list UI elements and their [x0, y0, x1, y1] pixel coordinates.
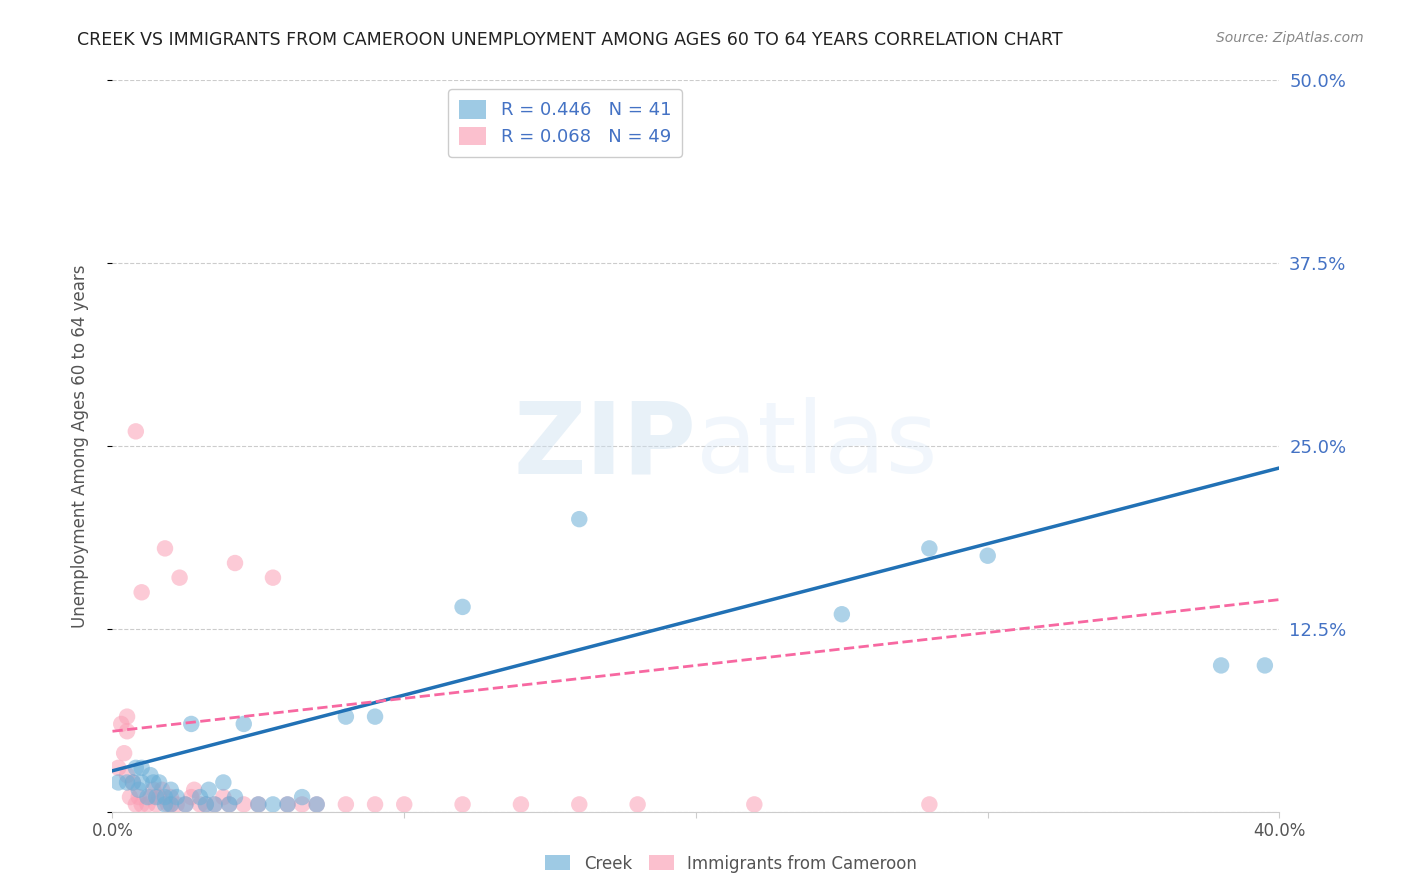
- Point: [305, 797, 328, 812]
- Point: [112, 746, 135, 760]
- Point: [174, 797, 197, 812]
- Point: [136, 797, 159, 812]
- Point: [139, 790, 162, 805]
- Point: [125, 761, 148, 775]
- Point: [118, 790, 141, 805]
- Point: [194, 797, 217, 812]
- Point: [188, 797, 211, 812]
- Point: [291, 797, 314, 812]
- Point: [276, 797, 298, 812]
- Point: [160, 790, 183, 805]
- Point: [131, 797, 153, 812]
- Point: [568, 797, 591, 812]
- Point: [122, 775, 145, 789]
- Point: [125, 425, 148, 439]
- Point: [247, 797, 270, 812]
- Point: [174, 797, 197, 812]
- Point: [107, 775, 129, 789]
- Point: [1254, 658, 1277, 673]
- Point: [918, 797, 941, 812]
- Point: [335, 797, 357, 812]
- Point: [166, 790, 188, 805]
- Point: [183, 782, 205, 797]
- Point: [153, 541, 176, 556]
- Point: [148, 775, 170, 789]
- Point: [509, 797, 531, 812]
- Point: [364, 797, 387, 812]
- Point: [128, 782, 150, 797]
- Point: [115, 775, 138, 789]
- Point: [153, 790, 176, 805]
- Point: [169, 571, 191, 585]
- Legend: Creek, Immigrants from Cameroon: Creek, Immigrants from Cameroon: [538, 848, 924, 880]
- Point: [742, 797, 765, 812]
- Point: [224, 556, 246, 570]
- Point: [212, 790, 235, 805]
- Point: [150, 782, 173, 797]
- Point: [180, 790, 202, 805]
- Point: [1209, 658, 1232, 673]
- Point: [335, 709, 357, 723]
- Point: [115, 768, 138, 782]
- Point: [247, 797, 270, 812]
- Point: [232, 717, 254, 731]
- Point: [142, 775, 165, 789]
- Point: [160, 797, 183, 812]
- Point: [976, 549, 998, 563]
- Point: [131, 585, 153, 599]
- Point: [188, 790, 211, 805]
- Point: [136, 790, 159, 805]
- Point: [262, 571, 284, 585]
- Text: atlas: atlas: [696, 398, 938, 494]
- Point: [204, 797, 226, 812]
- Point: [232, 797, 254, 812]
- Point: [145, 790, 167, 805]
- Point: [568, 512, 591, 526]
- Point: [291, 790, 314, 805]
- Point: [115, 724, 138, 739]
- Point: [212, 775, 235, 789]
- Point: [131, 775, 153, 789]
- Point: [110, 717, 132, 731]
- Point: [451, 797, 474, 812]
- Point: [145, 797, 167, 812]
- Point: [204, 797, 226, 812]
- Point: [276, 797, 298, 812]
- Point: [139, 768, 162, 782]
- Text: CREEK VS IMMIGRANTS FROM CAMEROON UNEMPLOYMENT AMONG AGES 60 TO 64 YEARS CORRELA: CREEK VS IMMIGRANTS FROM CAMEROON UNEMPL…: [77, 31, 1063, 49]
- Point: [122, 775, 145, 789]
- Point: [160, 797, 183, 812]
- Point: [224, 790, 246, 805]
- Point: [148, 790, 170, 805]
- Point: [153, 797, 176, 812]
- Point: [156, 797, 179, 812]
- Point: [131, 761, 153, 775]
- Legend: R = 0.446   N = 41, R = 0.068   N = 49: R = 0.446 N = 41, R = 0.068 N = 49: [449, 89, 682, 157]
- Point: [128, 790, 150, 805]
- Point: [194, 797, 217, 812]
- Point: [918, 541, 941, 556]
- Point: [125, 797, 148, 812]
- Point: [394, 797, 416, 812]
- Point: [364, 709, 387, 723]
- Point: [197, 782, 219, 797]
- Point: [107, 761, 129, 775]
- Point: [142, 782, 165, 797]
- Point: [218, 797, 240, 812]
- Point: [166, 797, 188, 812]
- Text: ZIP: ZIP: [513, 398, 696, 494]
- Point: [451, 599, 474, 614]
- Point: [180, 717, 202, 731]
- Point: [305, 797, 328, 812]
- Point: [831, 607, 853, 622]
- Point: [218, 797, 240, 812]
- Point: [115, 709, 138, 723]
- Y-axis label: Unemployment Among Ages 60 to 64 years: Unemployment Among Ages 60 to 64 years: [70, 264, 89, 628]
- Point: [262, 797, 284, 812]
- Point: [160, 782, 183, 797]
- Point: [627, 797, 650, 812]
- Text: Source: ZipAtlas.com: Source: ZipAtlas.com: [1216, 31, 1364, 45]
